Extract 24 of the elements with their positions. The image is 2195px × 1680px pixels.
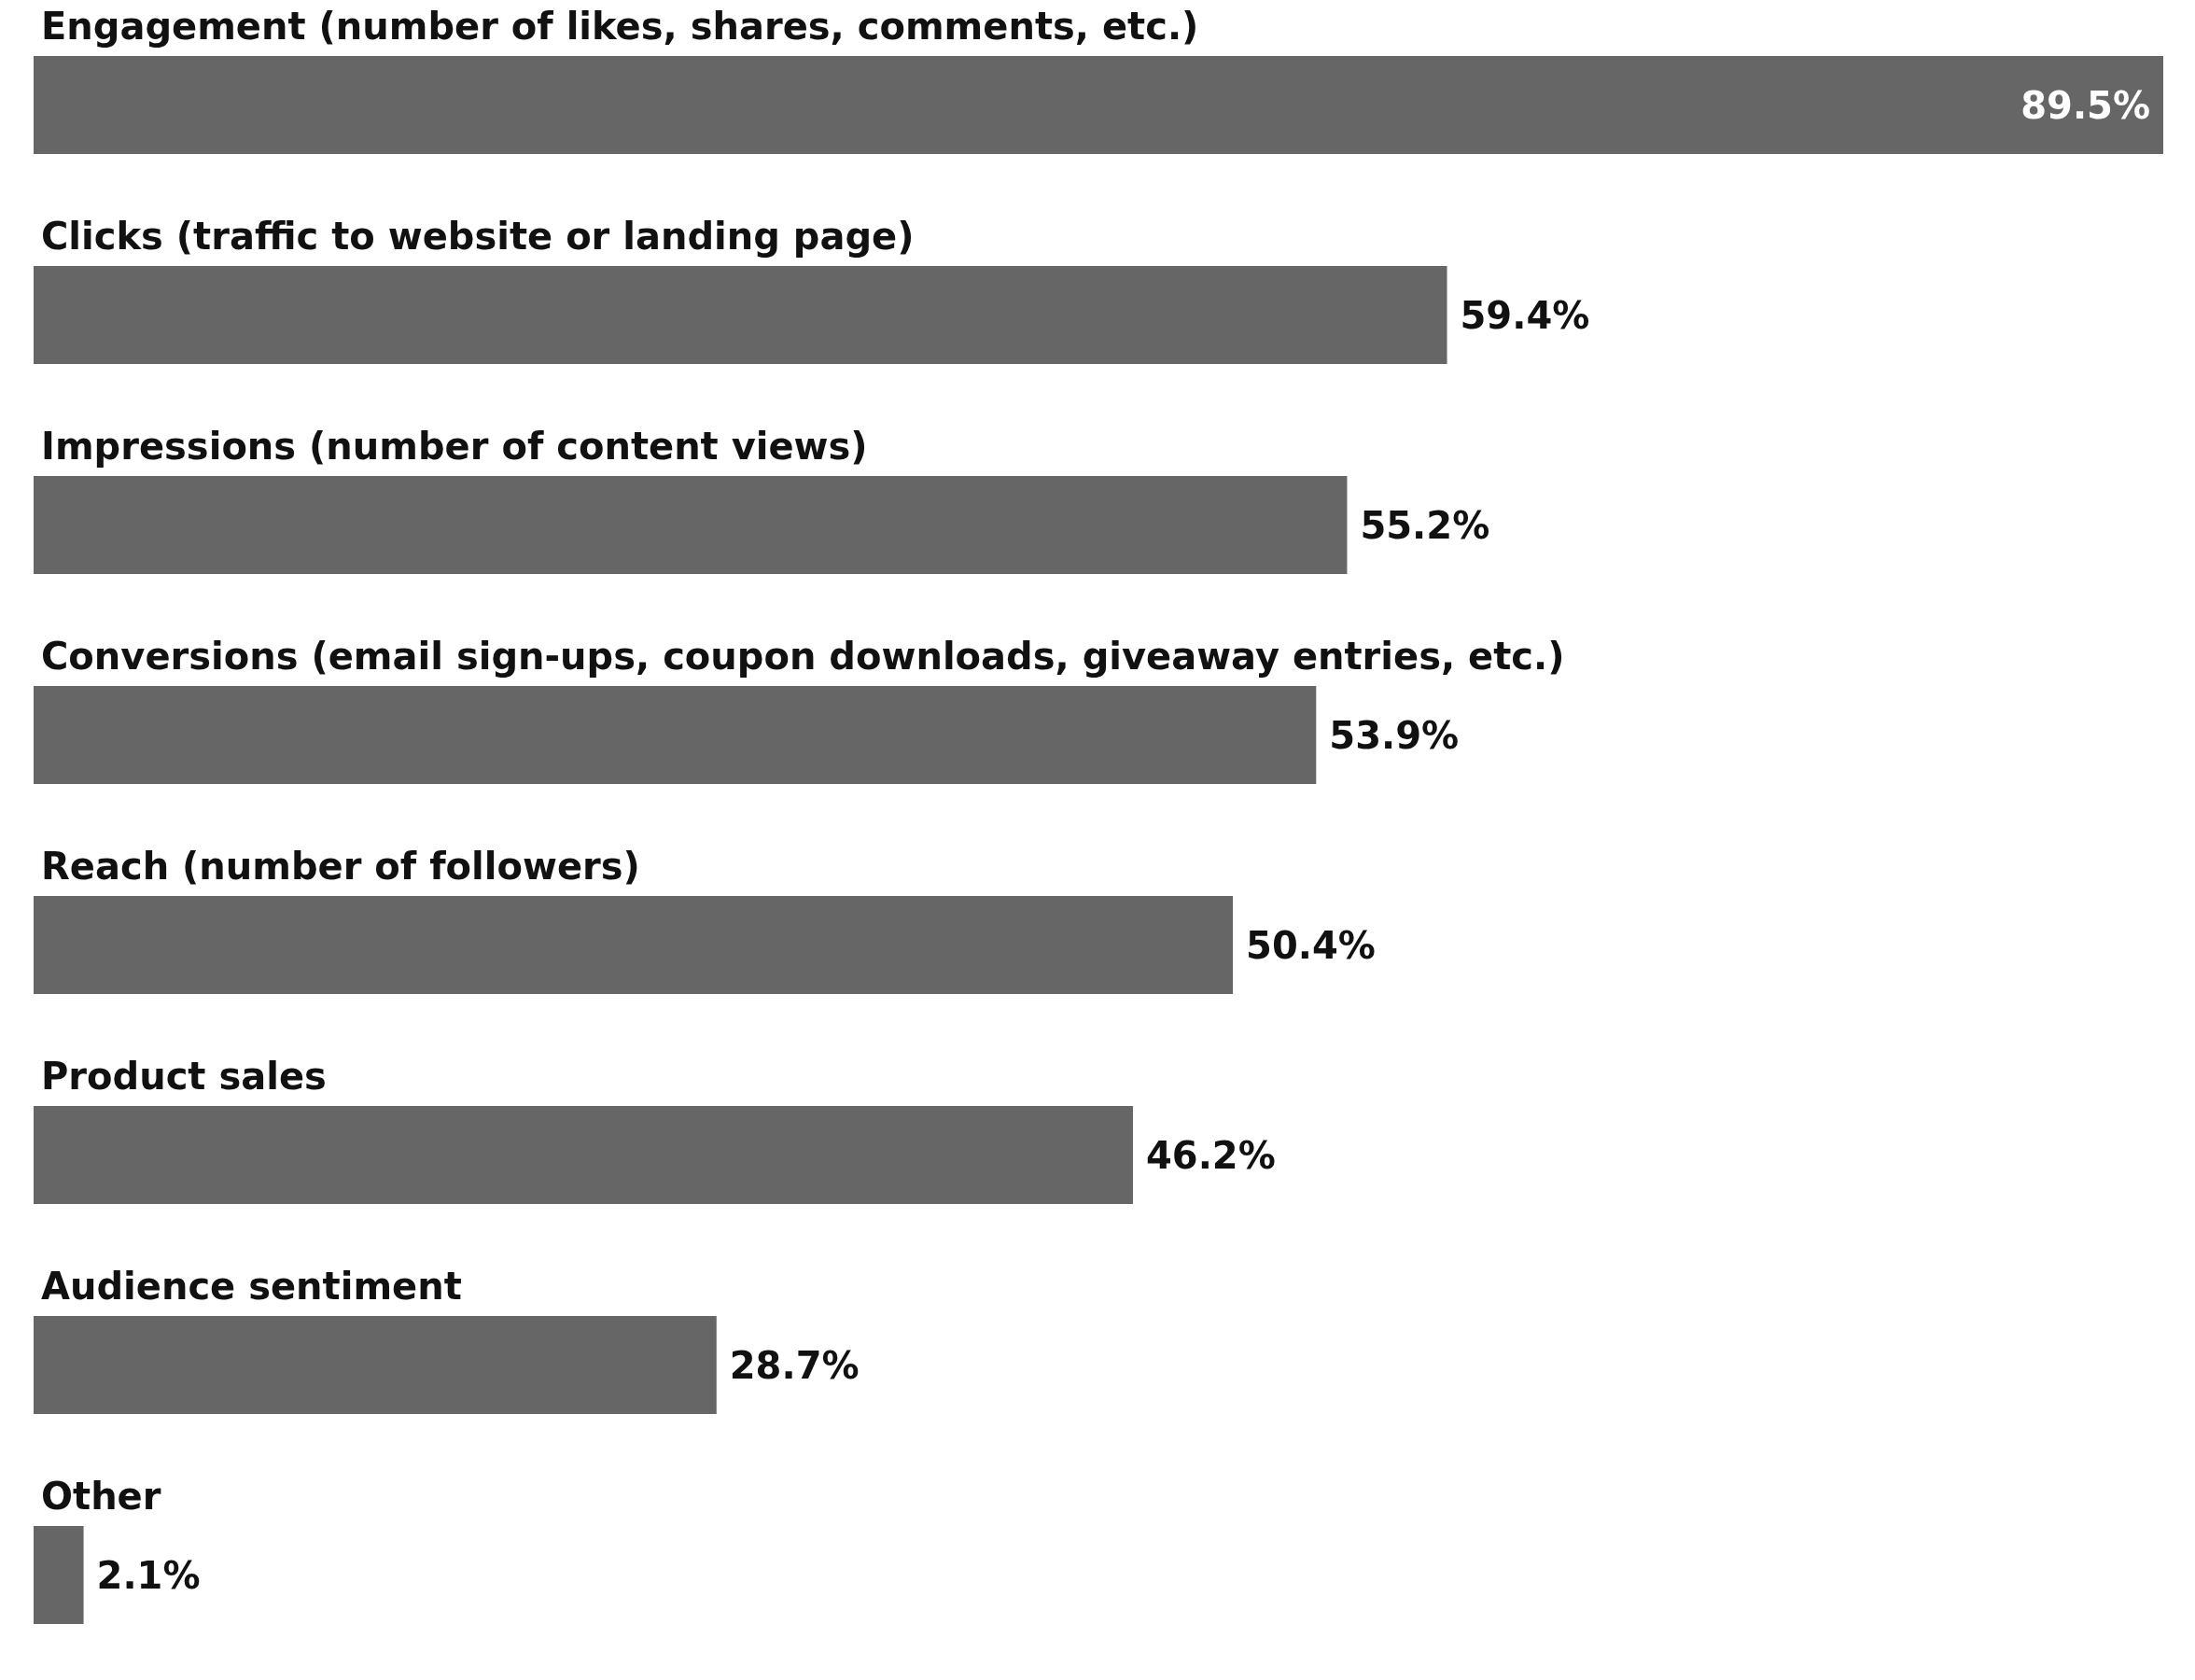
data-label: 2.1% bbox=[96, 1553, 201, 1597]
data-label: 46.2% bbox=[1145, 1133, 1276, 1177]
bar bbox=[34, 56, 2163, 154]
bar bbox=[34, 476, 1348, 574]
bar bbox=[34, 1106, 1133, 1204]
y-tick-label: Impressions (number of content views) bbox=[41, 424, 868, 468]
data-label: 89.5% bbox=[2020, 83, 2150, 127]
y-tick-label: Reach (number of followers) bbox=[41, 844, 640, 888]
data-label: 28.7% bbox=[729, 1343, 860, 1387]
data-label: 50.4% bbox=[1246, 923, 1376, 967]
y-tick-label: Audience sentiment bbox=[41, 1264, 462, 1308]
bar bbox=[34, 266, 1447, 364]
bar bbox=[34, 896, 1234, 994]
data-label: 59.4% bbox=[1460, 293, 1590, 337]
bar bbox=[34, 686, 1317, 784]
bar bbox=[34, 1316, 717, 1414]
y-tick-label: Engagement (number of likes, shares, comments, etc.) bbox=[41, 4, 1199, 48]
y-tick-label: Product sales bbox=[41, 1054, 327, 1098]
y-tick-label: Other bbox=[41, 1474, 161, 1518]
data-label: 55.2% bbox=[1360, 503, 1490, 547]
y-tick-label: Clicks (traffic to website or landing page) bbox=[41, 214, 915, 258]
data-label: 53.9% bbox=[1329, 713, 1460, 757]
bar bbox=[34, 1526, 84, 1624]
y-tick-label: Conversions (email sign-ups, coupon downloads, giveaway entries, etc.) bbox=[41, 634, 1565, 678]
